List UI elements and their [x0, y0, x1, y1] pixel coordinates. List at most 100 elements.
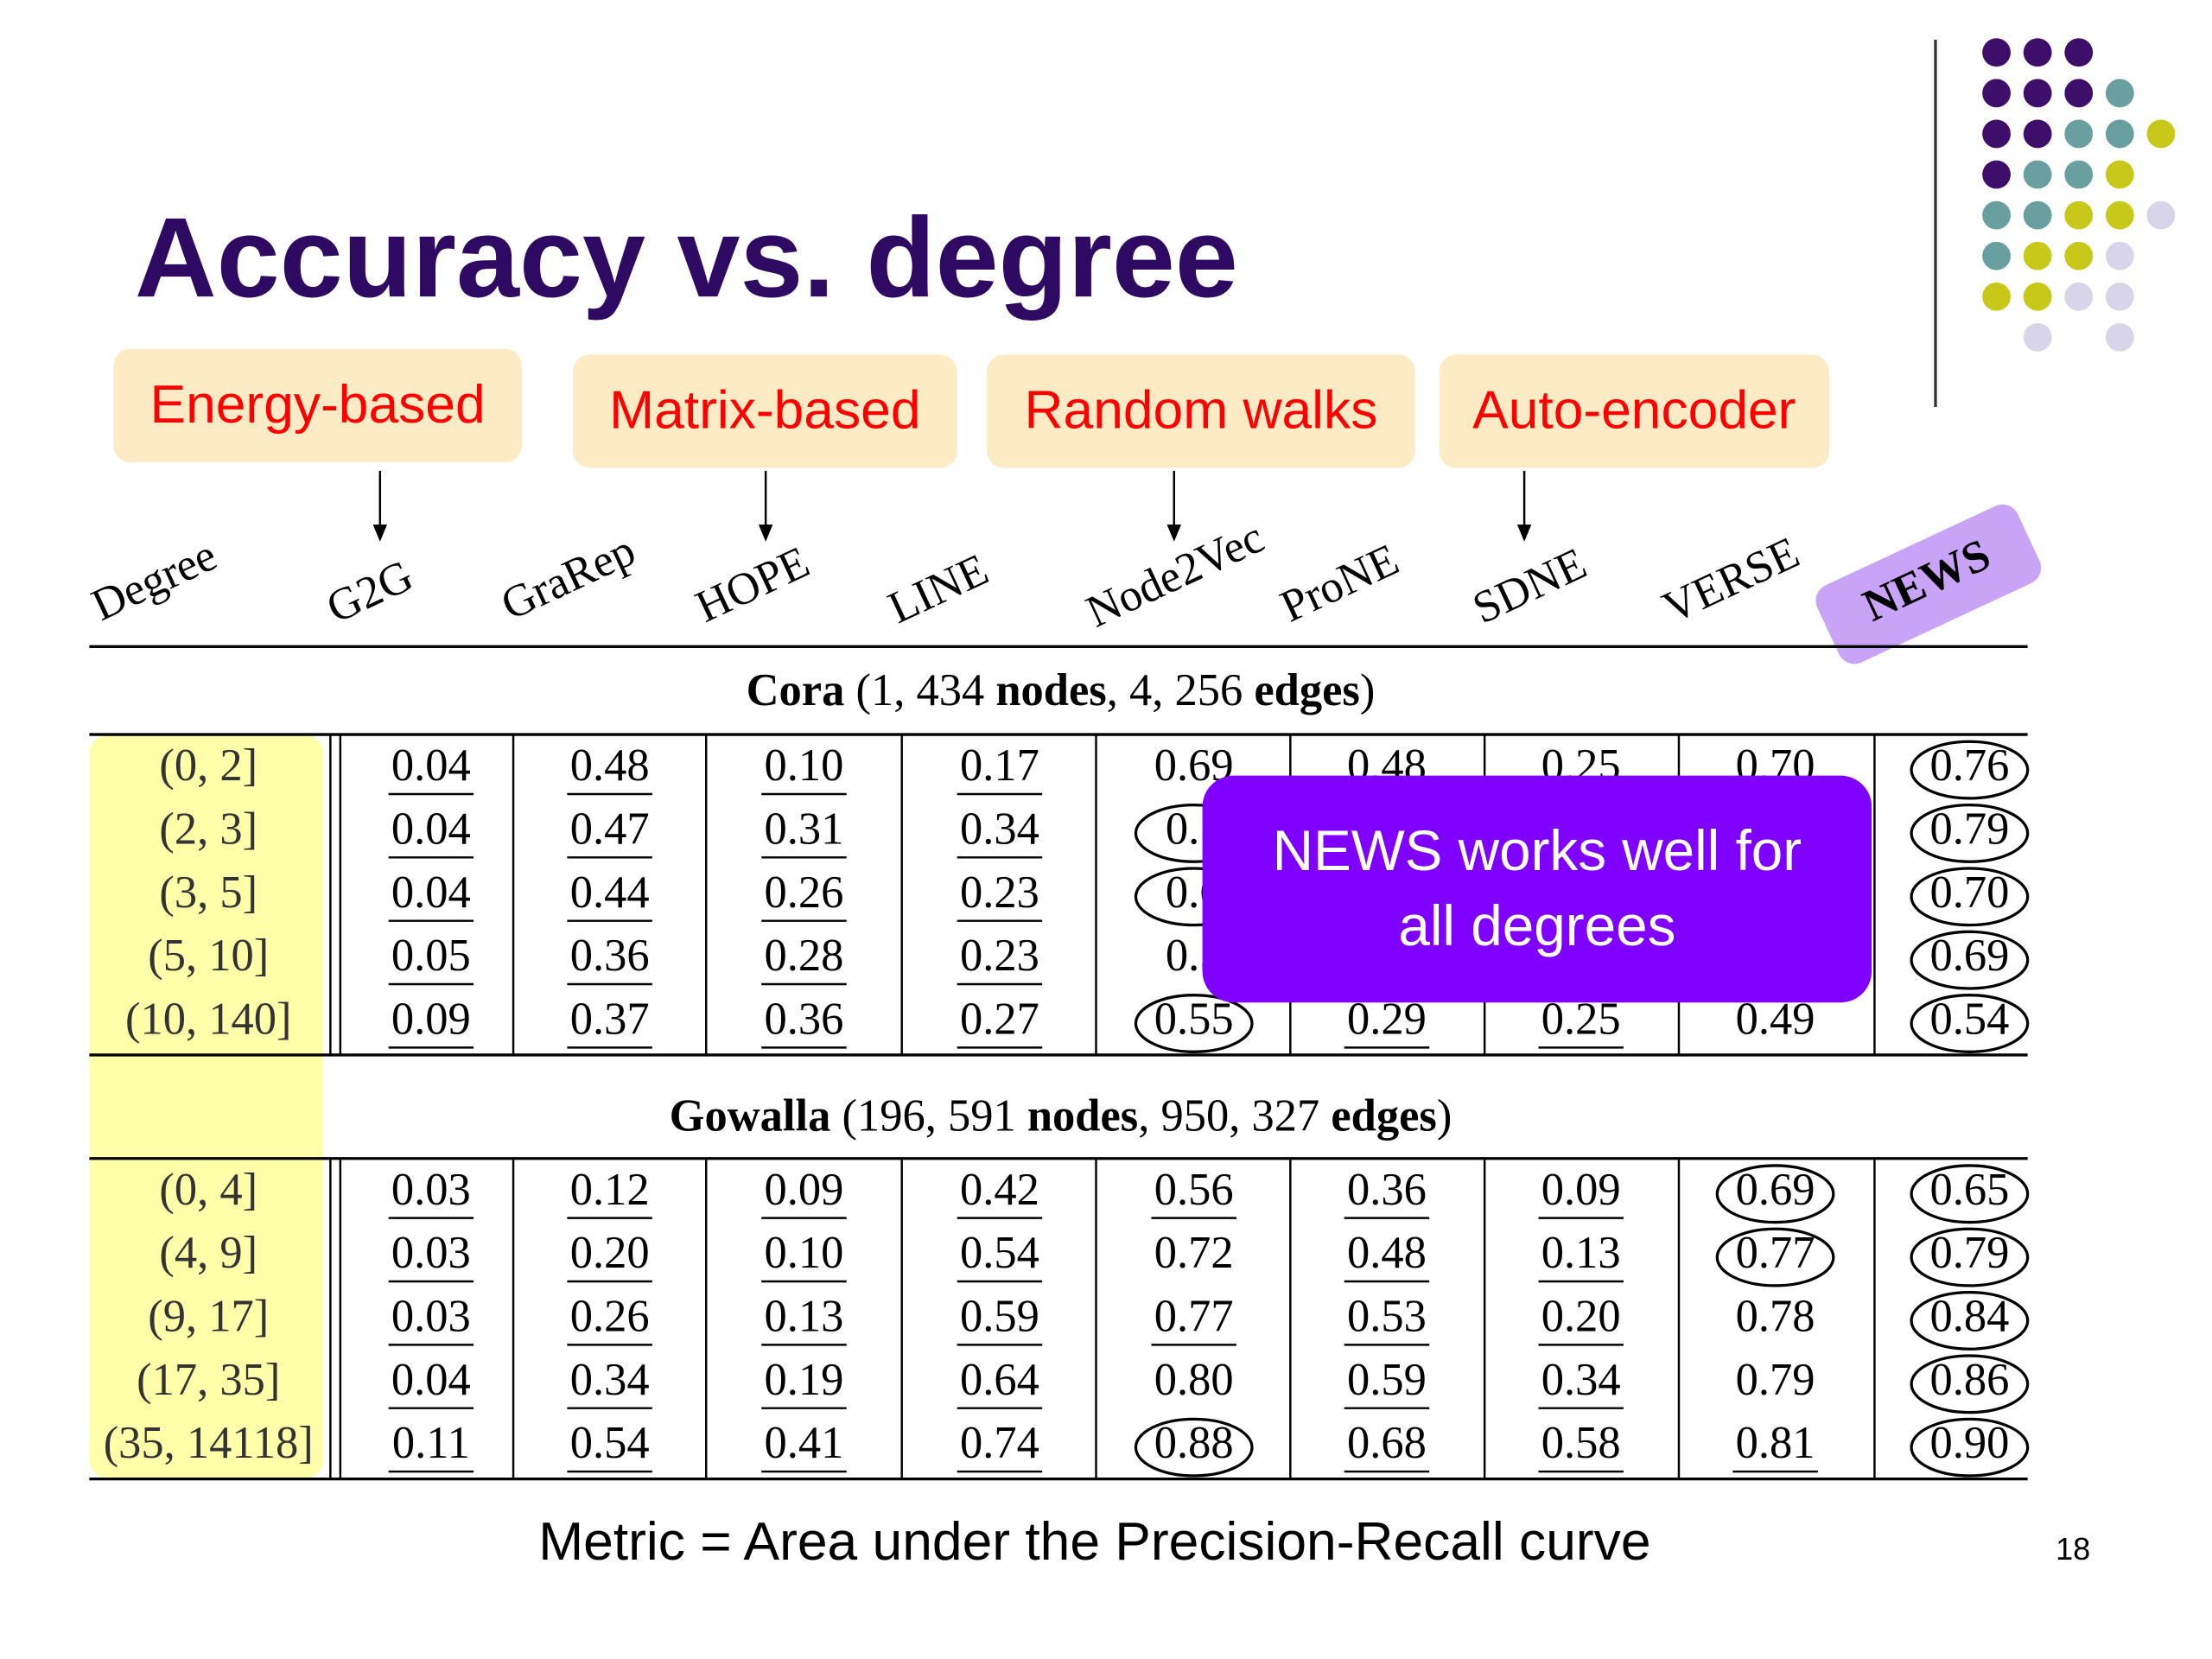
cell-value: 0.27: [960, 995, 1039, 1045]
slide-title: Accuracy vs. degree: [135, 194, 1238, 321]
dot: [1982, 38, 2011, 67]
cell-value: 0.04: [391, 741, 471, 791]
header-label: GraRep: [493, 525, 642, 631]
dot: [2064, 200, 2094, 230]
cell-value: 0.34: [1541, 1355, 1621, 1405]
cell-value: 0.09: [1541, 1165, 1621, 1215]
cell-value: 0.31: [765, 804, 844, 854]
circle-mark: [1910, 1354, 2030, 1414]
dot: [2105, 200, 2134, 230]
caption-part: (196, 591: [830, 1090, 1027, 1141]
degree-label: (4, 9]: [159, 1228, 257, 1278]
cell-value: 0.54: [1929, 995, 2009, 1045]
caption-part: (1, 434: [844, 665, 995, 715]
cell-value: 0.41: [765, 1418, 844, 1468]
dot: [2105, 160, 2134, 189]
dot: [2146, 119, 2176, 149]
degree-label: (0, 2]: [159, 741, 257, 791]
caption-part: edges: [1331, 1090, 1436, 1141]
category-box: [987, 354, 1415, 468]
cell-value: 0.76: [1929, 741, 2009, 791]
column-headers: Degree G2G GraRep HOPE LINE Node2Vec ProNE SDNE…: [84, 504, 2042, 664]
callout-text: NEWS works well for: [1273, 819, 1802, 882]
arrow-head: [1166, 524, 1181, 542]
column-header: GraRep: [493, 525, 642, 631]
callout: NEWS works well for all degrees: [1202, 775, 1872, 1003]
cell-value: 0.69: [1736, 1165, 1815, 1215]
column-header: ProNE: [1273, 534, 1406, 632]
table: Cora (1, 434 nodes, 4, 256 edges)(0, 2] 0…: [89, 645, 2030, 1481]
circle-mark: [1134, 1417, 1254, 1478]
cell-value: 0.55: [1154, 995, 1234, 1045]
dot: [1982, 200, 2011, 230]
column-header: Degree: [84, 530, 224, 631]
cell-value: 0.11: [392, 1418, 470, 1468]
header-label: Degree: [84, 530, 224, 631]
cell-value: 0.56: [1154, 1165, 1234, 1215]
cell-value: 0.13: [1541, 1228, 1621, 1278]
cell-value: 0.54: [570, 1418, 650, 1468]
cell-value: 0.25: [1541, 995, 1621, 1045]
dot: [2064, 282, 2094, 311]
column-header: G2G: [319, 550, 420, 633]
category-box: [572, 354, 957, 468]
cell-value: 0.79: [1929, 804, 2009, 854]
cell-value: 0.28: [765, 931, 844, 981]
cell-value: 0.09: [765, 1165, 844, 1215]
dot: [1982, 79, 2011, 108]
degree-highlight: [89, 734, 324, 1479]
dot: [2064, 160, 2094, 189]
column-header: SDNE: [1465, 538, 1594, 634]
circle-mark: [1134, 994, 1254, 1053]
cell-value: 0.23: [960, 868, 1039, 918]
circle-mark: [1910, 994, 2030, 1053]
cell-value: 0.77: [1736, 1228, 1815, 1278]
page-number: 18: [2056, 1531, 2090, 1567]
arrow-head: [758, 524, 773, 542]
arrow-head: [372, 524, 387, 542]
dot: [1982, 282, 2011, 311]
category-box: [1439, 354, 1829, 468]
cell-value: 0.12: [570, 1165, 650, 1215]
category-label: Auto-encoder: [1472, 381, 1796, 441]
cell-value: 0.59: [1347, 1355, 1427, 1405]
caption-part: ): [1360, 665, 1375, 715]
caption-part: , 950, 327: [1138, 1090, 1331, 1141]
dot: [2105, 241, 2134, 270]
cell-value: 0.69: [1929, 931, 2009, 981]
cell-value: 0.72: [1154, 1228, 1234, 1278]
dot: [2064, 241, 2094, 270]
section-caption: Gowalla (196, 591 nodes, 950, 327 edges): [670, 1090, 1452, 1141]
cell-value: 0.49: [1736, 995, 1815, 1045]
cell-value: 0.74: [960, 1418, 1039, 1468]
circle-mark: [1910, 1164, 2030, 1224]
dot: [1982, 241, 2011, 270]
dot: [2105, 79, 2134, 108]
cell-value: 0.53: [1347, 1291, 1427, 1341]
dot: [2064, 38, 2094, 67]
cell-value: 0.34: [570, 1355, 650, 1405]
dot: [1982, 119, 2011, 149]
cell-value: 0.20: [570, 1228, 650, 1278]
dot: [2023, 322, 2052, 352]
header-label: VERSE: [1656, 527, 1807, 633]
caption-part: ): [1437, 1090, 1452, 1141]
cell-value: 0.70: [1929, 868, 2009, 918]
dot: [2023, 200, 2052, 230]
column-header: VERSE: [1656, 527, 1807, 633]
dot: [2105, 282, 2134, 311]
cell-value: 0.05: [391, 931, 471, 981]
cell-value: 0.04: [391, 868, 471, 918]
arrow-head: [1516, 524, 1532, 542]
cell-value: 0.04: [391, 1355, 471, 1405]
degree-label: (2, 3]: [159, 804, 257, 854]
category-labels: Energy-based Matrix-based Random walks Auto…: [113, 348, 1829, 542]
cell-value: 0.86: [1929, 1355, 2009, 1405]
dot: [2105, 322, 2134, 352]
cell-value: 0.54: [960, 1228, 1039, 1278]
cell-value: 0.03: [391, 1291, 471, 1341]
circle-mark: [1715, 1164, 1835, 1224]
cell-value: 0.36: [570, 931, 650, 981]
